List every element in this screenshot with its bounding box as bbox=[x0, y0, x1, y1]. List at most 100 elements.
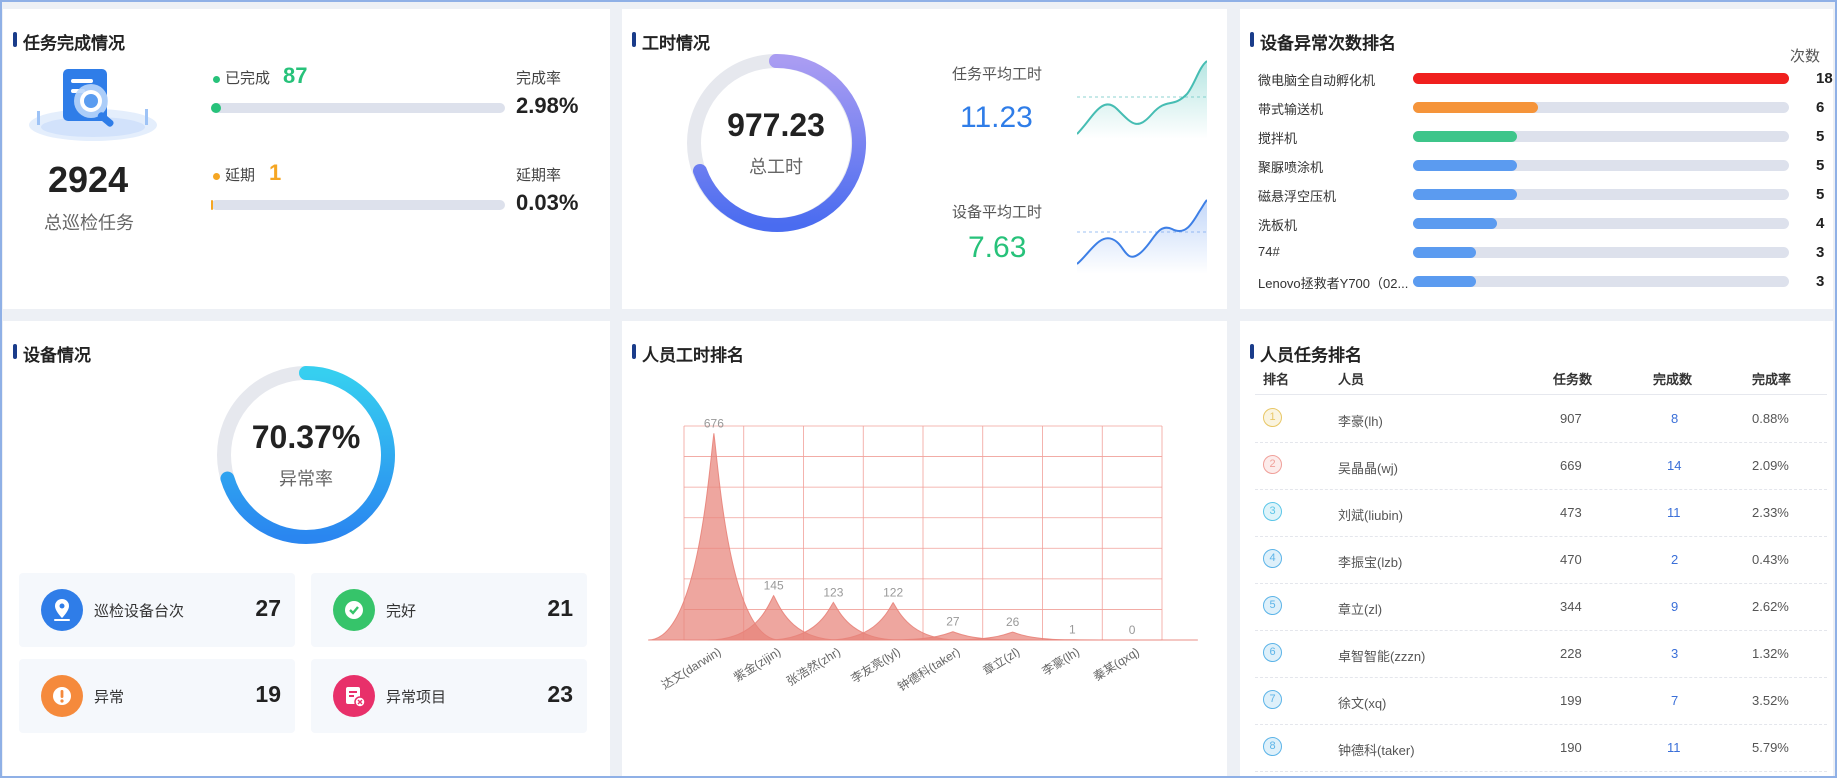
done-count: 11 bbox=[1667, 505, 1681, 520]
device-name: 搅拌机 bbox=[1258, 131, 1298, 146]
done-rate-label: 完成率 bbox=[516, 70, 562, 87]
table-row: 6 卓智智能(zzzn) 228 3 1.32% bbox=[1255, 631, 1827, 678]
done-value: 87 bbox=[283, 63, 308, 88]
done-count: 8 bbox=[1671, 411, 1679, 426]
completion-rate: 2.33% bbox=[1752, 505, 1789, 520]
x-tick-label: 秦某(qxq) bbox=[1091, 645, 1142, 684]
anomaly-rate-label: 异常率 bbox=[279, 469, 333, 489]
task-count: 473 bbox=[1560, 505, 1582, 520]
anomaly-row: 微电脑全自动孵化机 18 bbox=[1258, 67, 1833, 89]
rank-badge: 6 bbox=[1263, 643, 1282, 662]
abnormal-item-icon bbox=[333, 675, 375, 717]
header-rate: 完成率 bbox=[1752, 372, 1792, 387]
data-label: 26 bbox=[1006, 615, 1020, 629]
done-rate-value: 2.98% bbox=[516, 93, 579, 118]
person-name: 徐文(xq) bbox=[1338, 696, 1387, 711]
table-row: 7 徐文(xq) 199 7 3.52% bbox=[1255, 678, 1827, 725]
done-dot-icon bbox=[213, 75, 220, 83]
person-name: 吴晶晶(wj) bbox=[1338, 461, 1398, 476]
device-status-panel: 设备情况 70.37% 异常率 巡检设备台次 27 完好 21 异常 19 bbox=[3, 321, 610, 776]
rank-badge: 4 bbox=[1263, 549, 1282, 568]
done-label: 已完成 bbox=[225, 70, 271, 87]
anomaly-bar bbox=[1413, 73, 1789, 84]
card-label: 异常项目 bbox=[386, 689, 447, 706]
x-tick-label: 紫金(zijin) bbox=[731, 644, 784, 685]
anomaly-bar-track bbox=[1413, 102, 1789, 113]
table-row: 5 章立(zl) 344 9 2.62% bbox=[1255, 584, 1827, 631]
delay-rate-value: 0.03% bbox=[516, 190, 579, 215]
panel-title: 人员工时排名 bbox=[632, 341, 744, 366]
person-name: 刘斌(liubin) bbox=[1338, 508, 1404, 523]
anomaly-bar-track bbox=[1413, 131, 1789, 142]
table-row: 1 李豪(lh) 907 8 0.88% bbox=[1255, 396, 1827, 443]
card-value: 23 bbox=[547, 681, 573, 707]
completion-rate: 5.79% bbox=[1752, 740, 1789, 755]
delay-label-group: 延期 bbox=[213, 164, 255, 185]
done-count: 11 bbox=[1667, 740, 1681, 755]
data-label: 145 bbox=[764, 579, 784, 593]
anomaly-count: 18 bbox=[1816, 70, 1833, 87]
done-count: 9 bbox=[1671, 599, 1679, 614]
task-completion-panel: 任务完成情况 2924 总巡检任务 已完成 87 完成率 2.98% 延期 1 … bbox=[3, 9, 610, 309]
device-avg-sparkline bbox=[1077, 199, 1207, 274]
anomaly-bar-track bbox=[1413, 218, 1789, 229]
device-name: Lenovo拯救者Y700（02... bbox=[1258, 276, 1409, 291]
rank-badge: 7 bbox=[1263, 690, 1282, 709]
anomaly-count: 3 bbox=[1816, 273, 1825, 290]
location-icon bbox=[41, 589, 83, 631]
total-hours-value: 977.23 bbox=[727, 107, 825, 143]
header-person: 人员 bbox=[1338, 372, 1365, 387]
device-name: 带式输送机 bbox=[1258, 102, 1324, 117]
total-tasks-value: 2924 bbox=[48, 159, 129, 200]
done-count: 2 bbox=[1671, 552, 1679, 567]
anomaly-bar-track bbox=[1413, 73, 1789, 84]
device-avg-label: 设备平均工时 bbox=[952, 204, 1043, 221]
device-card-abnormal: 异常 19 bbox=[19, 659, 295, 733]
anomaly-row: 74# 3 bbox=[1258, 241, 1824, 263]
header-tasks: 任务数 bbox=[1553, 372, 1593, 387]
rank-badge: 5 bbox=[1263, 596, 1282, 615]
personnel-task-ranking-panel: 人员任务排名 排名 人员 任务数 完成数 完成率 1 李豪(lh) 907 8 0.88… bbox=[1240, 321, 1833, 776]
card-label: 巡检设备台次 bbox=[94, 603, 185, 620]
completion-rate: 0.88% bbox=[1752, 411, 1789, 426]
anomaly-bar bbox=[1413, 160, 1518, 171]
rank-badge: 2 bbox=[1263, 455, 1282, 474]
device-anomaly-ranking-panel: 设备异常次数排名 次数 微电脑全自动孵化机 18 带式输送机 6 搅拌机 5 聚脲喷涂机 5 磁… bbox=[1240, 9, 1833, 309]
task-count: 199 bbox=[1560, 693, 1582, 708]
device-name: 微电脑全自动孵化机 bbox=[1258, 73, 1376, 88]
header-done: 完成数 bbox=[1653, 372, 1693, 387]
table-row: 2 吴晶晶(wj) 669 14 2.09% bbox=[1255, 443, 1827, 490]
data-label: 27 bbox=[946, 615, 960, 629]
task-avg-sparkline bbox=[1077, 60, 1207, 139]
device-card-good: 完好 21 bbox=[311, 573, 587, 647]
data-label: 1 bbox=[1069, 623, 1076, 637]
panel-title: 设备情况 bbox=[13, 341, 91, 366]
done-progress-bar bbox=[211, 103, 505, 113]
anomaly-bar-track bbox=[1413, 276, 1789, 287]
anomaly-count: 5 bbox=[1816, 128, 1825, 145]
completion-rate: 2.09% bbox=[1752, 458, 1789, 473]
card-label: 完好 bbox=[386, 603, 417, 620]
x-tick-label: 钟德科(taker) bbox=[895, 644, 963, 694]
hours-ranking-chart: 676 145 123 122 27 26 1 0 达文(darwin) 紫金(zijin) 张浩然… bbox=[648, 416, 1198, 694]
person-name: 钟德科(taker) bbox=[1338, 743, 1415, 758]
delay-dot-icon bbox=[213, 172, 220, 180]
card-value: 19 bbox=[255, 681, 281, 707]
alert-icon bbox=[41, 675, 83, 717]
rank-badge: 3 bbox=[1263, 502, 1282, 521]
delay-value: 1 bbox=[269, 160, 282, 185]
check-icon bbox=[333, 589, 375, 631]
area-peak bbox=[648, 433, 780, 641]
anomaly-row: 洗板机 4 bbox=[1258, 212, 1824, 234]
device-card-abnormal-items: 异常项目 23 bbox=[311, 659, 587, 733]
task-avg-value: 11.23 bbox=[960, 101, 1033, 134]
area-peak bbox=[946, 631, 1079, 641]
personnel-hours-ranking-panel: 人员工时排名 676 145 123 122 27 26 1 0 达文(darwin) 紫金(zi… bbox=[622, 321, 1227, 776]
x-tick-label: 达文(darwin) bbox=[658, 644, 723, 692]
done-count: 3 bbox=[1671, 646, 1679, 661]
rank-badge: 8 bbox=[1263, 737, 1282, 756]
anomaly-rate-ring bbox=[217, 366, 395, 544]
anomaly-bar bbox=[1413, 131, 1518, 142]
card-value: 27 bbox=[255, 595, 281, 621]
panel-title: 任务完成情况 bbox=[13, 29, 125, 54]
